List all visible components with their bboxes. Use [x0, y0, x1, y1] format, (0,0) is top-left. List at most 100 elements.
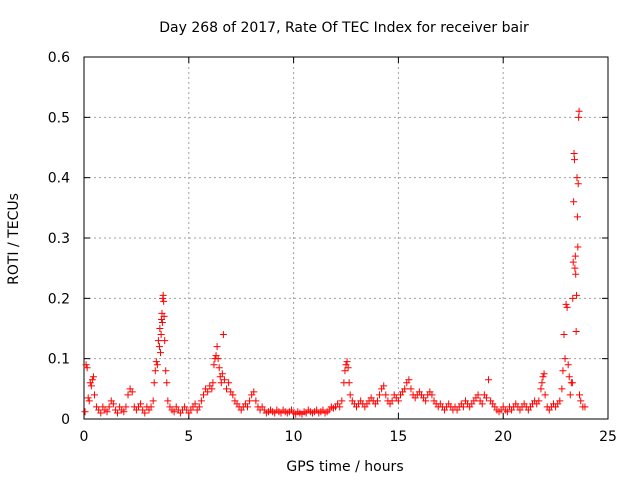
data-point — [338, 397, 346, 405]
data-point — [197, 397, 205, 405]
data-point — [428, 391, 436, 399]
tick-labels: 0 5 10 15 20 25 0 0.1 0.2 0.3 0.4 0.5 0.6 — [48, 50, 617, 445]
data-point — [376, 391, 384, 399]
x-tick-label: 5 — [184, 429, 193, 445]
data-point — [478, 400, 486, 408]
data-point — [537, 385, 545, 393]
data-point — [170, 408, 178, 416]
data-point — [394, 397, 402, 405]
data-point — [163, 379, 171, 387]
data-point — [128, 388, 136, 396]
data-point — [422, 397, 430, 405]
data-point — [577, 397, 585, 405]
y-tick-label: 0.3 — [48, 231, 70, 247]
data-point — [124, 391, 132, 399]
data-point — [218, 370, 226, 378]
data-point — [220, 376, 228, 384]
x-tick-label: 15 — [389, 429, 407, 445]
data-point — [88, 376, 96, 384]
y-tick-label: 0.4 — [48, 171, 70, 187]
data-point — [558, 385, 566, 393]
data-point — [219, 331, 227, 339]
data-point — [81, 408, 89, 416]
data-point — [575, 113, 583, 121]
x-tick-label: 20 — [494, 429, 512, 445]
data-point — [157, 349, 165, 357]
data-point — [540, 370, 548, 378]
data-point — [573, 213, 581, 221]
data-point — [564, 361, 572, 369]
data-point — [122, 403, 130, 411]
data-point — [152, 358, 160, 366]
data-point — [539, 373, 547, 381]
data-point — [209, 379, 217, 387]
data-point — [541, 391, 549, 399]
chart-title: Day 268 of 2017, Rate Of TEC Index for r… — [159, 20, 529, 36]
data-point — [570, 156, 578, 164]
data-point — [252, 397, 260, 405]
y-tick-label: 0.2 — [48, 291, 70, 307]
data-point — [105, 403, 113, 411]
data-point — [141, 409, 149, 417]
data-point — [161, 337, 169, 345]
data-point — [217, 379, 225, 387]
data-point — [575, 391, 583, 399]
data-point — [120, 408, 128, 416]
data-point — [162, 367, 170, 375]
data-point — [482, 394, 490, 402]
data-point — [382, 391, 390, 399]
data-point — [157, 331, 165, 339]
x-axis-label: GPS time / hours — [286, 459, 403, 475]
x-tick-label: 0 — [80, 429, 89, 445]
data-points — [81, 107, 589, 418]
data-point — [89, 373, 97, 381]
data-point — [243, 403, 251, 411]
data-point — [204, 388, 212, 396]
data-point — [569, 294, 577, 302]
data-point — [84, 394, 92, 402]
data-point — [225, 379, 233, 387]
data-point — [90, 391, 98, 399]
data-point — [563, 303, 571, 311]
data-point — [560, 331, 568, 339]
data-point — [82, 361, 90, 369]
data-point — [153, 361, 161, 369]
data-point — [575, 107, 583, 115]
data-point — [401, 385, 409, 393]
x-tick-label: 25 — [599, 429, 617, 445]
data-point — [114, 409, 122, 417]
data-point — [199, 391, 207, 399]
data-point — [154, 337, 162, 345]
x-tick-label: 10 — [285, 429, 303, 445]
data-point — [573, 291, 581, 299]
data-point — [155, 343, 163, 351]
data-point — [346, 391, 354, 399]
data-point — [573, 174, 581, 182]
data-point — [341, 367, 349, 375]
data-point — [565, 373, 573, 381]
data-point — [158, 318, 166, 326]
data-point — [570, 198, 578, 206]
y-axis-label: ROTI / TECUs — [6, 193, 22, 285]
data-point — [208, 385, 216, 393]
data-point — [191, 400, 199, 408]
data-point — [570, 150, 578, 158]
grid-lines — [84, 57, 608, 419]
data-point — [160, 312, 168, 320]
data-point — [195, 403, 203, 411]
data-point — [87, 382, 95, 390]
data-point — [343, 358, 351, 366]
data-point — [568, 379, 576, 387]
data-point — [159, 291, 167, 299]
data-point — [581, 403, 589, 411]
data-point — [538, 379, 546, 387]
data-point — [160, 297, 168, 305]
data-point — [569, 258, 577, 266]
data-point — [109, 400, 117, 408]
data-point — [459, 403, 467, 411]
data-point — [571, 264, 579, 272]
data-point — [336, 403, 344, 411]
data-point — [572, 270, 580, 278]
data-point — [380, 382, 388, 390]
